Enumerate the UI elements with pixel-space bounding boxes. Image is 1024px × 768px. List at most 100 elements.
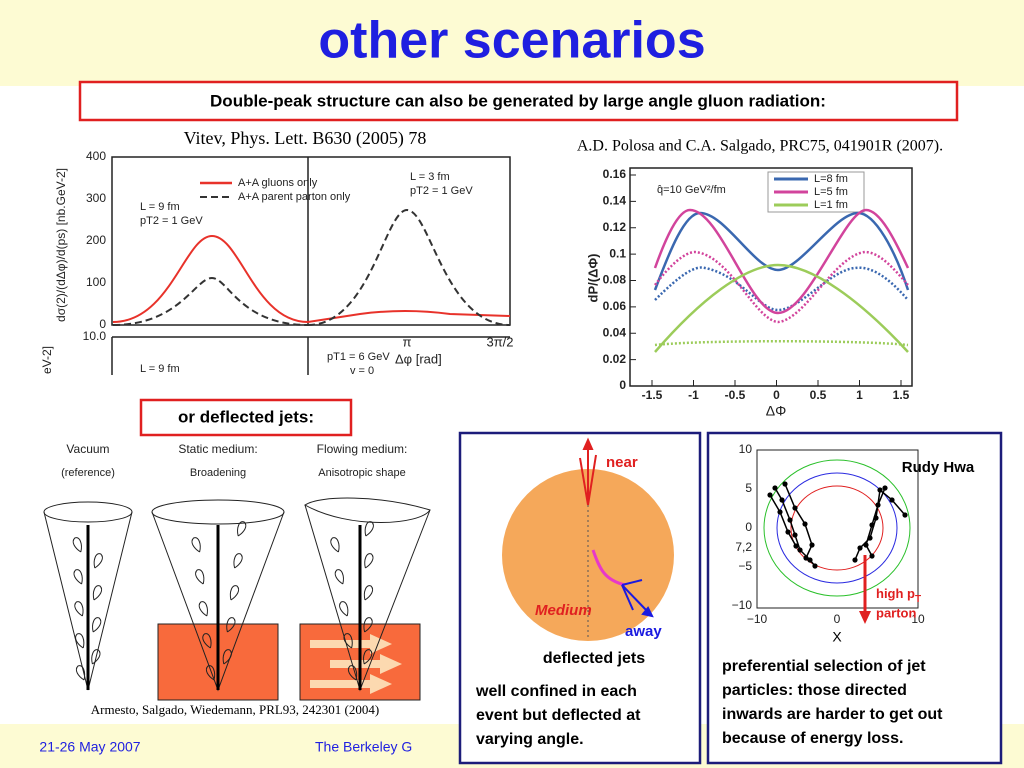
y-ticks: 0.16 0.14 0.12 0.1 0.08 0.06 0.04 0.02 0: [603, 167, 636, 392]
hit: [869, 553, 875, 559]
hit: [812, 563, 818, 569]
hit: [857, 545, 863, 551]
hit: [873, 515, 879, 521]
annotation: L = 9 fm: [140, 363, 180, 375]
x-tick-label: 1: [856, 388, 863, 402]
label-sub: T: [915, 594, 921, 605]
panel-text: inwards are harder to get out: [722, 706, 943, 723]
curve: [112, 234, 511, 324]
annotation: q̂=10 GeV²/fm: [657, 184, 726, 196]
curve: [653, 208, 910, 315]
y-axis-label: eV-2]: [40, 346, 54, 374]
y-tick-label: 100: [86, 275, 106, 289]
author: Rudy Hwa: [902, 459, 975, 476]
gluon: [364, 553, 374, 569]
y-tick-label: 0.16: [603, 167, 627, 181]
hit: [793, 543, 799, 549]
panel-text: well confined in each: [475, 683, 637, 700]
panel-text: varying angle.: [476, 731, 584, 748]
hit: [782, 481, 788, 487]
curve: [654, 340, 909, 347]
y-tick-label: 10: [739, 442, 753, 456]
y-tick-label: 0.12: [603, 220, 627, 234]
y-tick-label: 10.0: [83, 329, 107, 343]
hit: [803, 555, 809, 561]
hit: [863, 542, 869, 548]
reference: A.D. Polosa and C.A. Salgado, PRC75, 041…: [577, 138, 943, 155]
ticks: 10 5 0 7,2 −5 −10−10 0 10: [732, 442, 925, 626]
annotation: L = 9 fm: [140, 201, 180, 213]
column-subtitle: (reference): [61, 467, 115, 479]
tracks: [767, 481, 908, 569]
panel-text: particles: those directed: [722, 682, 907, 699]
ring: [763, 459, 911, 597]
gluon: [334, 569, 344, 585]
hit: [779, 497, 785, 503]
y-tick-label: −10: [732, 598, 753, 612]
ring: [776, 472, 898, 584]
x-axis-label: X: [832, 629, 842, 645]
hit: [792, 532, 798, 538]
gluon: [202, 633, 212, 649]
track: [769, 494, 797, 547]
y-tick-label: 200: [86, 233, 106, 247]
gluon: [75, 633, 85, 649]
hit: [767, 492, 773, 498]
gluon: [205, 665, 216, 681]
panel-text: event but deflected at: [476, 707, 641, 724]
curve: [653, 211, 910, 291]
legend-label: L=5 fm: [814, 186, 848, 198]
near-jet: [579, 437, 597, 506]
slide-title: other scenarios: [318, 12, 705, 70]
y-tick-label: 0.14: [603, 194, 627, 208]
x-tick-label: 1.5: [893, 388, 910, 402]
hit: [875, 502, 881, 508]
caption: deflected jets: [543, 650, 645, 667]
x-tick-label: 3π/2: [486, 334, 513, 349]
hit: [852, 557, 858, 563]
y-tick-label: −5: [738, 559, 752, 573]
footer-event: The Berkeley G: [315, 739, 412, 755]
y-tick-label: 300: [86, 191, 106, 205]
gluon: [363, 617, 373, 633]
gluon: [343, 633, 353, 649]
annotation: L = 3 fm: [410, 171, 450, 183]
curve: [654, 266, 909, 312]
panel-text: preferential selection of jet: [722, 658, 926, 675]
y-tick-label: 0: [745, 520, 752, 534]
column-title: Vacuum: [66, 442, 109, 456]
figure-cones: Vacuum (reference) Static medium: Broade…: [43, 442, 431, 701]
jet-axes: [86, 525, 362, 690]
y-tick-label: 5: [745, 481, 752, 495]
label-main: high p: [876, 586, 915, 601]
y-axis-label: dP/(ΔΦ): [585, 254, 600, 303]
hit: [882, 485, 888, 491]
gluons: [72, 521, 374, 681]
gluon: [93, 553, 103, 569]
x-tick-label: -1.5: [642, 388, 663, 402]
x-ticks: -1.5 -1 -0.5 0 0.5 1 1.5: [642, 380, 910, 402]
hit: [802, 521, 808, 527]
gluon: [226, 617, 236, 633]
gluon: [233, 553, 243, 569]
near-label: near: [606, 454, 638, 471]
plot-frame: [629, 167, 913, 387]
x-tick-label: 10: [911, 612, 925, 626]
deflection: [591, 549, 626, 587]
legend-label: L=8 fm: [814, 173, 848, 185]
arrow-label: high pT: [876, 586, 921, 604]
legend-label: L=1 fm: [814, 199, 848, 211]
x-tick-label: 0: [773, 388, 780, 402]
title-band: [0, 0, 1024, 86]
hit: [787, 517, 793, 523]
hit: [777, 509, 783, 515]
gluon: [237, 521, 247, 537]
gluon: [73, 569, 83, 585]
hit: [797, 547, 803, 553]
y-axis-label: dσ(2)/(dΔφ)/d(ps) [nb.GeV-2]: [54, 168, 68, 322]
gluon: [191, 537, 201, 553]
annotation: pT1 = 6 GeV: [327, 351, 390, 363]
gluon: [339, 601, 349, 617]
